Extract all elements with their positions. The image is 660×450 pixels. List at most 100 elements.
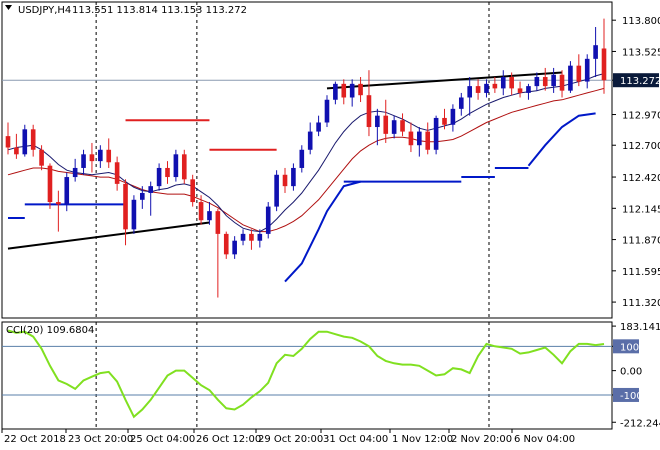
trend-line[interactable] xyxy=(326,71,563,90)
candle-body xyxy=(47,165,53,203)
candle-body xyxy=(383,115,389,134)
candle-body xyxy=(593,45,598,59)
candle-body xyxy=(265,206,271,234)
candle xyxy=(249,229,254,250)
y-tick-label: 112.700 xyxy=(622,141,660,152)
candle xyxy=(442,108,447,130)
candle-body xyxy=(509,77,514,89)
candle xyxy=(366,70,372,137)
trend-line[interactable] xyxy=(7,221,210,250)
candle-body xyxy=(433,117,439,150)
candle xyxy=(207,202,212,225)
candle xyxy=(425,122,431,155)
candle-body xyxy=(249,233,254,241)
candle xyxy=(123,179,128,246)
ma-fast-line xyxy=(7,73,605,233)
candle xyxy=(316,115,321,137)
candle-body xyxy=(181,154,187,180)
candle xyxy=(341,79,347,105)
candle-body xyxy=(240,233,246,241)
candle xyxy=(282,167,288,193)
candle-body xyxy=(257,233,263,241)
ohlc-header: 113.551 113.814 113.153 113.272 xyxy=(72,5,247,16)
candle xyxy=(526,83,531,100)
candle-body xyxy=(89,154,95,162)
chevron-down-icon[interactable] xyxy=(5,5,12,10)
candle-body xyxy=(349,83,355,98)
candle-body xyxy=(198,202,204,221)
candle xyxy=(534,72,540,91)
candle xyxy=(391,115,397,139)
candle xyxy=(433,115,439,155)
candle-body xyxy=(333,83,338,100)
candle-body xyxy=(458,97,464,109)
candle xyxy=(72,158,78,182)
cci-y-tick-label: 183.1415 xyxy=(620,322,660,333)
candle-body xyxy=(559,74,565,91)
candle xyxy=(559,70,565,98)
candle xyxy=(14,133,19,159)
candle xyxy=(215,208,221,298)
candle-body xyxy=(39,149,44,166)
candle xyxy=(64,172,70,212)
candle-body xyxy=(492,83,498,89)
cci-level-label-bg xyxy=(613,387,639,402)
candle-body xyxy=(568,65,573,91)
candle-body xyxy=(408,131,414,146)
candle xyxy=(181,149,187,184)
candle-body xyxy=(324,99,330,123)
candle-body xyxy=(391,120,397,134)
candle xyxy=(467,77,472,116)
candle-body xyxy=(106,149,112,163)
y-tick-label: 112.420 xyxy=(622,173,660,184)
candle xyxy=(156,163,162,191)
candle xyxy=(98,145,103,168)
candle xyxy=(375,108,380,146)
candle xyxy=(450,104,456,132)
blue-rising-line xyxy=(527,112,596,167)
x-tick-label: 31 Oct 04:00 xyxy=(323,434,388,445)
candle xyxy=(81,149,86,175)
candle xyxy=(47,163,53,209)
candle-body xyxy=(358,83,363,96)
cci-y-tick-label: 0.00 xyxy=(620,367,642,378)
candle-body xyxy=(81,154,86,168)
candle-body xyxy=(584,58,590,82)
candle xyxy=(349,79,355,107)
candle xyxy=(408,122,414,153)
candle-body xyxy=(467,86,472,98)
candle-body xyxy=(190,179,195,203)
candle xyxy=(56,190,61,232)
cci-level-label-bg xyxy=(613,339,639,354)
candle xyxy=(551,67,556,93)
candle-body xyxy=(140,192,145,200)
candle-body xyxy=(223,233,229,255)
candle xyxy=(358,77,363,103)
y-tick-label: 111.870 xyxy=(622,236,660,247)
x-tick-label: 6 Nov 04:00 xyxy=(514,434,575,445)
candle-body xyxy=(601,48,607,81)
candle-body xyxy=(274,174,279,207)
x-tick-label: 29 Oct 20:00 xyxy=(258,434,323,445)
candle xyxy=(299,145,305,173)
candle-body xyxy=(207,211,212,221)
candle xyxy=(131,195,137,234)
candle-body xyxy=(5,136,11,148)
candle xyxy=(190,174,195,207)
candle xyxy=(584,54,590,89)
candle-body xyxy=(400,120,405,132)
candle-body xyxy=(375,115,380,128)
candle xyxy=(500,70,506,96)
candle-body xyxy=(526,86,531,93)
candle xyxy=(148,181,154,216)
candle xyxy=(223,231,229,259)
cci-line xyxy=(7,329,605,419)
x-tick-label: 23 Oct 20:00 xyxy=(68,434,133,445)
candle-body xyxy=(123,183,128,230)
candle xyxy=(307,122,313,155)
candle-body xyxy=(442,117,447,125)
candle-body xyxy=(22,129,28,155)
x-tick-label: 22 Oct 2018 xyxy=(4,434,66,445)
candle-body xyxy=(64,177,70,205)
